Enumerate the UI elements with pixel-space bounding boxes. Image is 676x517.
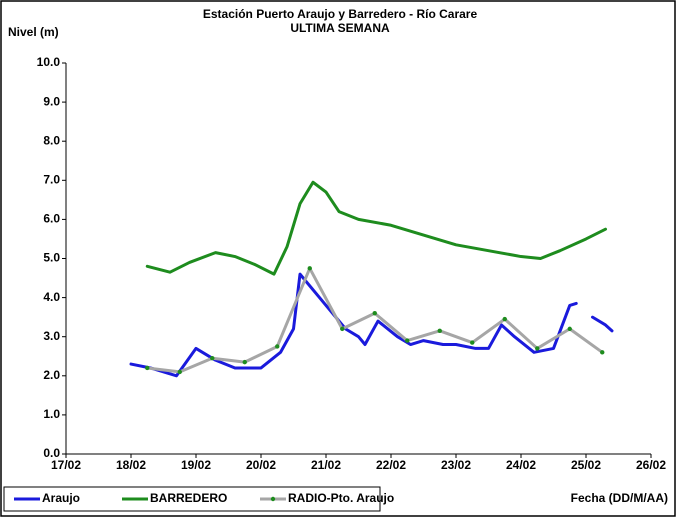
series-marker <box>567 326 572 332</box>
y-tick-label: 8.0 <box>43 133 60 147</box>
chart-title: Estación Puerto Araujo y Barredero - Río… <box>203 7 478 21</box>
x-tick-label: 22/02 <box>376 458 406 472</box>
chart-subtitle: ULTIMA SEMANA <box>290 21 390 35</box>
series-line <box>129 272 614 378</box>
series-marker <box>145 365 150 371</box>
series-marker <box>242 359 247 365</box>
series-marker <box>177 369 182 375</box>
series-marker <box>502 316 507 322</box>
series-marker <box>600 350 605 355</box>
y-tick-label: 1.0 <box>43 407 60 421</box>
series-marker <box>340 326 345 332</box>
series-marker <box>275 344 280 349</box>
x-axis-label: Fecha (DD/M/AA) <box>571 491 668 505</box>
y-tick-label: 7.0 <box>43 172 60 186</box>
x-tick-label: 21/02 <box>311 458 341 472</box>
legend-label: RADIO-Pto. Araujo <box>288 491 394 505</box>
x-tick-label: 19/02 <box>181 458 211 472</box>
x-tick-label: 23/02 <box>441 458 471 472</box>
y-tick-label: 5.0 <box>43 251 60 265</box>
y-tick-label: 4.0 <box>43 290 60 304</box>
x-tick-label: 20/02 <box>246 458 276 472</box>
legend-marker <box>270 496 276 502</box>
series-marker <box>405 338 410 343</box>
series-line <box>145 180 607 276</box>
series-marker <box>470 340 475 345</box>
x-tick-label: 24/02 <box>506 458 536 472</box>
x-tick-label: 17/02 <box>51 458 81 472</box>
x-tick-label: 25/02 <box>571 458 601 472</box>
legend-box <box>3 486 381 512</box>
y-tick-label: 0.0 <box>43 446 60 460</box>
series-marker <box>210 356 215 361</box>
y-tick-label: 3.0 <box>43 329 60 343</box>
series-marker <box>535 346 540 351</box>
series-marker <box>307 266 312 271</box>
y-axis-label: Nivel (m) <box>8 25 59 39</box>
y-tick-label: 10.0 <box>37 55 61 69</box>
y-tick-label: 9.0 <box>43 94 60 108</box>
y-tick-label: 2.0 <box>43 368 60 382</box>
series-marker <box>372 311 377 316</box>
y-tick-label: 6.0 <box>43 212 60 226</box>
x-tick-label: 18/02 <box>116 458 146 472</box>
x-tick-label: 26/02 <box>636 458 666 472</box>
legend-label: BARREDERO <box>150 491 227 505</box>
legend-label: Araujo <box>42 491 80 505</box>
series-marker <box>437 328 442 334</box>
